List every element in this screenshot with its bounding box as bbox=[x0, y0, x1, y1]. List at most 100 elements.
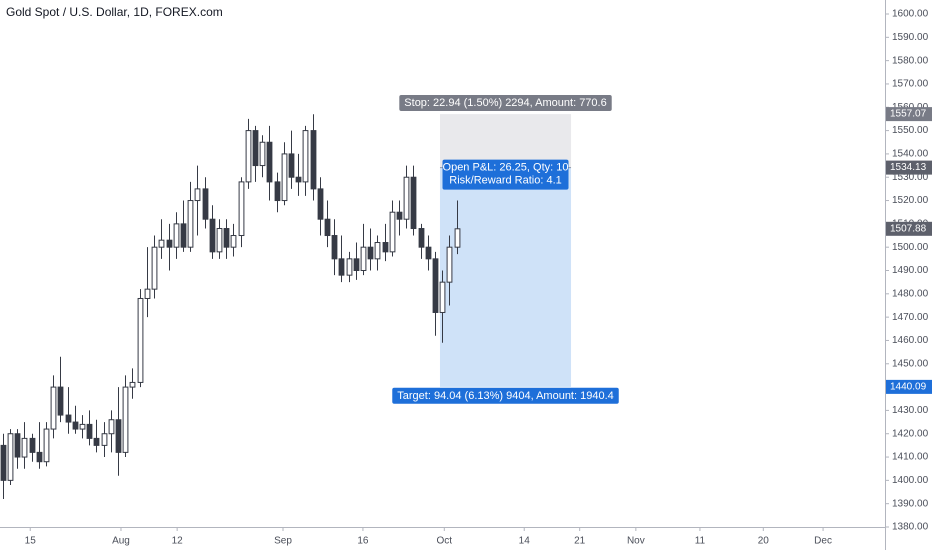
candle-body bbox=[382, 242, 389, 253]
target-zone bbox=[439, 167, 572, 387]
candle-body bbox=[36, 451, 43, 463]
candle-body bbox=[288, 153, 295, 178]
candle-body bbox=[374, 242, 381, 260]
x-tick-label: 11 bbox=[695, 536, 706, 547]
pnl-label: Open P&L: 26.25, Qty: 10 bbox=[443, 162, 569, 174]
y-tick-label: 1470.00 bbox=[892, 312, 929, 323]
candle-body bbox=[396, 211, 403, 220]
candle-body bbox=[79, 423, 86, 430]
candle-body bbox=[187, 200, 194, 248]
candle-body bbox=[403, 176, 410, 220]
target-label-bg bbox=[392, 387, 619, 404]
x-tick-label: 21 bbox=[574, 536, 586, 547]
candle-body bbox=[302, 130, 309, 183]
ratio-label: Risk/Reward Ratio: 4.1 bbox=[449, 175, 562, 187]
y-tick-label: 1570.00 bbox=[892, 79, 929, 90]
y-tick-label: 1520.00 bbox=[892, 195, 929, 206]
y-tick-label: 1490.00 bbox=[892, 265, 929, 276]
candle-body bbox=[346, 258, 353, 276]
candle-body bbox=[245, 130, 252, 183]
candle-body bbox=[353, 258, 360, 272]
stop-label: Stop: 22.94 (1.50%) 2294, Amount: 770.6 bbox=[404, 97, 606, 109]
candle-body bbox=[367, 246, 374, 260]
candle-body bbox=[93, 437, 100, 446]
x-tick-label: Sep bbox=[274, 536, 292, 547]
candle-body bbox=[259, 141, 266, 167]
stop-price-badge-bg bbox=[886, 107, 932, 122]
entry-price-badge: 1534.13 bbox=[890, 162, 927, 173]
y-tick-label: 1600.00 bbox=[892, 9, 929, 20]
y-tick-label: 1530.00 bbox=[892, 172, 929, 183]
candle-body bbox=[295, 176, 302, 183]
candle-body bbox=[454, 228, 461, 248]
pnl-label-bg bbox=[442, 159, 569, 190]
candle-body bbox=[331, 235, 338, 260]
candle-body bbox=[65, 414, 72, 423]
chart-title: Gold Spot / U.S. Dollar, 1D, FOREX.com bbox=[6, 5, 223, 19]
x-tick-label: 16 bbox=[357, 536, 369, 547]
candle-body bbox=[360, 246, 367, 272]
entry-price-badge-bg bbox=[886, 160, 932, 175]
stop-price-badge: 1557.07 bbox=[890, 109, 927, 120]
x-tick-label: Aug bbox=[112, 536, 130, 547]
target-price-badge-bg bbox=[886, 379, 932, 394]
candle-body bbox=[180, 223, 187, 248]
candle-body bbox=[410, 176, 417, 230]
x-tick-label: 12 bbox=[172, 536, 184, 547]
target-label: Target: 94.04 (6.13%) 9404, Amount: 1940… bbox=[397, 390, 613, 402]
candle-body bbox=[7, 433, 14, 481]
candle-body bbox=[122, 386, 129, 453]
candle-body bbox=[389, 211, 396, 253]
candle-body bbox=[216, 228, 223, 253]
candle-body bbox=[432, 258, 439, 313]
y-tick-label: 1390.00 bbox=[892, 498, 929, 509]
candle-body bbox=[281, 153, 288, 202]
stop-label-bg bbox=[399, 95, 612, 112]
candle-body bbox=[57, 386, 64, 416]
candle-body bbox=[14, 433, 21, 458]
candle-body bbox=[158, 239, 165, 248]
y-tick-label: 1410.00 bbox=[892, 452, 929, 463]
candle-body bbox=[43, 428, 50, 463]
plot bbox=[0, 114, 572, 500]
candle-body bbox=[418, 228, 425, 248]
candle-body bbox=[223, 228, 230, 248]
candle-body bbox=[151, 246, 158, 290]
candle-body bbox=[166, 239, 173, 248]
candle-body bbox=[209, 218, 216, 253]
candle-body bbox=[101, 433, 108, 446]
y-tick-label: 1590.00 bbox=[892, 32, 929, 43]
x-tick-label: 15 bbox=[25, 536, 37, 547]
x-tick-label: 14 bbox=[519, 536, 531, 547]
candle-body bbox=[252, 130, 259, 167]
y-tick-label: 1430.00 bbox=[892, 405, 929, 416]
candle-body bbox=[202, 188, 209, 220]
x-tick-label: Oct bbox=[437, 536, 453, 547]
candle-body bbox=[108, 419, 115, 435]
last-price-badge-bg bbox=[886, 221, 932, 236]
y-tick-label: 1450.00 bbox=[892, 358, 929, 369]
last-price-badge: 1507.88 bbox=[890, 223, 927, 234]
candle-body bbox=[310, 130, 317, 190]
candle-body bbox=[317, 188, 324, 220]
candle-body bbox=[144, 288, 151, 299]
candle-body bbox=[194, 188, 201, 202]
candle-body bbox=[137, 297, 144, 383]
y-tick-label: 1380.00 bbox=[892, 522, 929, 533]
y-tick-label: 1540.00 bbox=[892, 149, 929, 160]
candle-body bbox=[274, 181, 281, 202]
candle-body bbox=[446, 246, 453, 283]
candle-body bbox=[338, 258, 345, 276]
candle-body bbox=[324, 218, 331, 237]
y-tick-label: 1580.00 bbox=[892, 55, 929, 66]
candle-body bbox=[0, 444, 7, 481]
candle-body bbox=[238, 181, 245, 237]
y-tick-label: 1500.00 bbox=[892, 242, 929, 253]
candle-body bbox=[129, 381, 136, 388]
x-tick-label: Dec bbox=[814, 536, 832, 547]
x-tick-label: Nov bbox=[627, 536, 645, 547]
y-tick-label: 1460.00 bbox=[892, 335, 929, 346]
candle-body bbox=[439, 281, 446, 313]
candle-body bbox=[50, 386, 57, 430]
candle-body bbox=[266, 141, 273, 183]
